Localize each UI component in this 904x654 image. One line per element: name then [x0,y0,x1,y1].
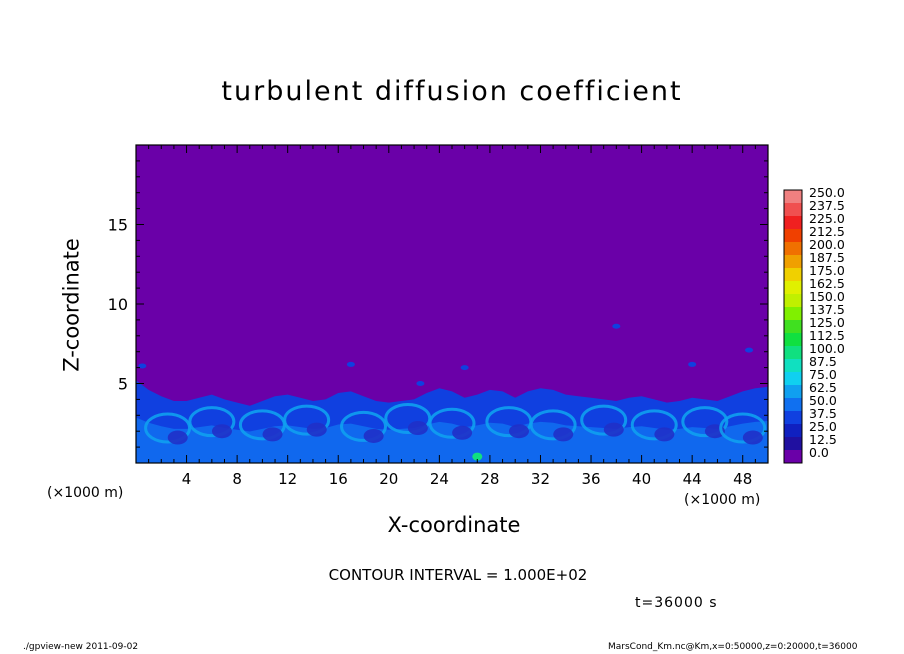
colorbar-cell [784,437,802,450]
footer-right: MarsCond_Km.nc@Km,x=0:50000,z=0:20000,t=… [608,642,858,652]
footer-left: ./gpview-new 2011-09-02 [23,642,139,652]
x-tick-label: 24 [430,470,449,488]
plume [688,361,697,367]
plume [138,363,147,369]
colorbar-cell [784,320,802,333]
colorbar-cell [784,398,802,411]
colorbar-cell [784,242,802,255]
x-tick-label: 16 [329,470,348,488]
x-axis-label: X-coordinate [387,513,521,537]
plume [612,323,621,329]
colorbar-cell [784,385,802,398]
colorbar-label: 87.5 [809,354,837,369]
eddy [144,412,192,444]
eddy [580,404,628,436]
colorbar-label: 75.0 [809,367,837,382]
eddy-core [167,430,188,445]
x-tick-label: 40 [632,470,651,488]
eddy-core [306,422,327,437]
y-tick-label: 5 [118,375,128,394]
colorbar-cell [784,450,802,463]
colorbar-cell [784,229,802,242]
colorbar-label: 187.5 [809,250,845,265]
x-tick-label: 28 [480,470,499,488]
colorbar-cell [784,307,802,320]
x-unit-label-right: (×1000 m) [684,492,761,508]
colorbar-cell [784,411,802,424]
colorbar-label: 37.5 [809,406,837,421]
colorbar-cell [784,281,802,294]
colorbar-frame [783,189,803,464]
colorbar-label: 125.0 [809,315,845,330]
colorbar-cell [784,255,802,268]
x-unit-label-left: (×1000 m) [47,485,124,501]
eddy [340,410,388,442]
colorbar-label: 25.0 [809,419,837,434]
eddy-core [211,424,232,439]
colorbar-cell [784,268,802,281]
plume [346,361,355,367]
eddy-core [363,428,384,443]
eddy-core [742,430,763,445]
colorbar-label: 175.0 [809,263,845,278]
colorbar-label: 62.5 [809,380,837,395]
eddy [719,412,767,444]
colorbar-label: 137.5 [809,302,845,317]
colorbar-label: 0.0 [809,445,829,460]
y-tick-label: 10 [108,295,128,314]
plume [745,347,754,353]
eddy [188,406,236,438]
colorbar-label: 50.0 [809,393,837,408]
x-tick-label: 4 [182,470,192,488]
y-tick-label: 15 [108,216,128,235]
eddy-core [654,427,675,442]
eddy-core [452,425,473,440]
colorbar-label: 225.0 [809,211,845,226]
colorbar-cell [784,190,802,203]
eddy [630,409,678,441]
colorbar-label: 100.0 [809,341,845,356]
colorbar-cell [784,359,802,372]
eddy [283,404,331,436]
eddy-core [508,424,529,439]
x-tick-label: 44 [683,470,702,488]
colorbar-label: 250.0 [809,185,845,200]
eddy [529,409,577,441]
hotspot [472,452,483,461]
colorbar-label: 150.0 [809,289,845,304]
colorbar-cell [784,216,802,229]
x-tick-label: 20 [379,470,398,488]
x-tick-label: 8 [232,470,242,488]
plume [416,381,425,386]
colorbar-cell [784,294,802,307]
colorbar-label: 237.5 [809,198,845,213]
eddy-core [553,427,574,442]
contour-interval-label: CONTOUR INTERVAL = 1.000E+02 [328,566,588,584]
eddy [428,407,476,439]
colorbar-label: 212.5 [809,224,845,239]
colorbar-cell [784,346,802,359]
colorbar-cell [784,203,802,216]
turbulence-field [136,323,768,463]
eddy-core [262,427,283,442]
x-tick-label: 36 [581,470,600,488]
colorbar-cell [784,372,802,385]
colorbar-cell [784,424,802,437]
eddy-core [603,422,624,437]
colorbar-label: 12.5 [809,432,837,447]
colorbar-label: 112.5 [809,328,845,343]
eddy-core [407,421,428,436]
x-tick-label: 48 [733,470,752,488]
eddy [681,406,729,438]
time-label: t=36000 s [635,595,718,611]
x-tick-label: 32 [531,470,550,488]
colorbar-label: 200.0 [809,237,845,252]
x-tick-label: 12 [278,470,297,488]
colorbar-cell [784,333,802,346]
plume [460,365,469,371]
colorbar-label: 162.5 [809,276,845,291]
chart-title: turbulent diffusion coefficient [221,76,683,107]
